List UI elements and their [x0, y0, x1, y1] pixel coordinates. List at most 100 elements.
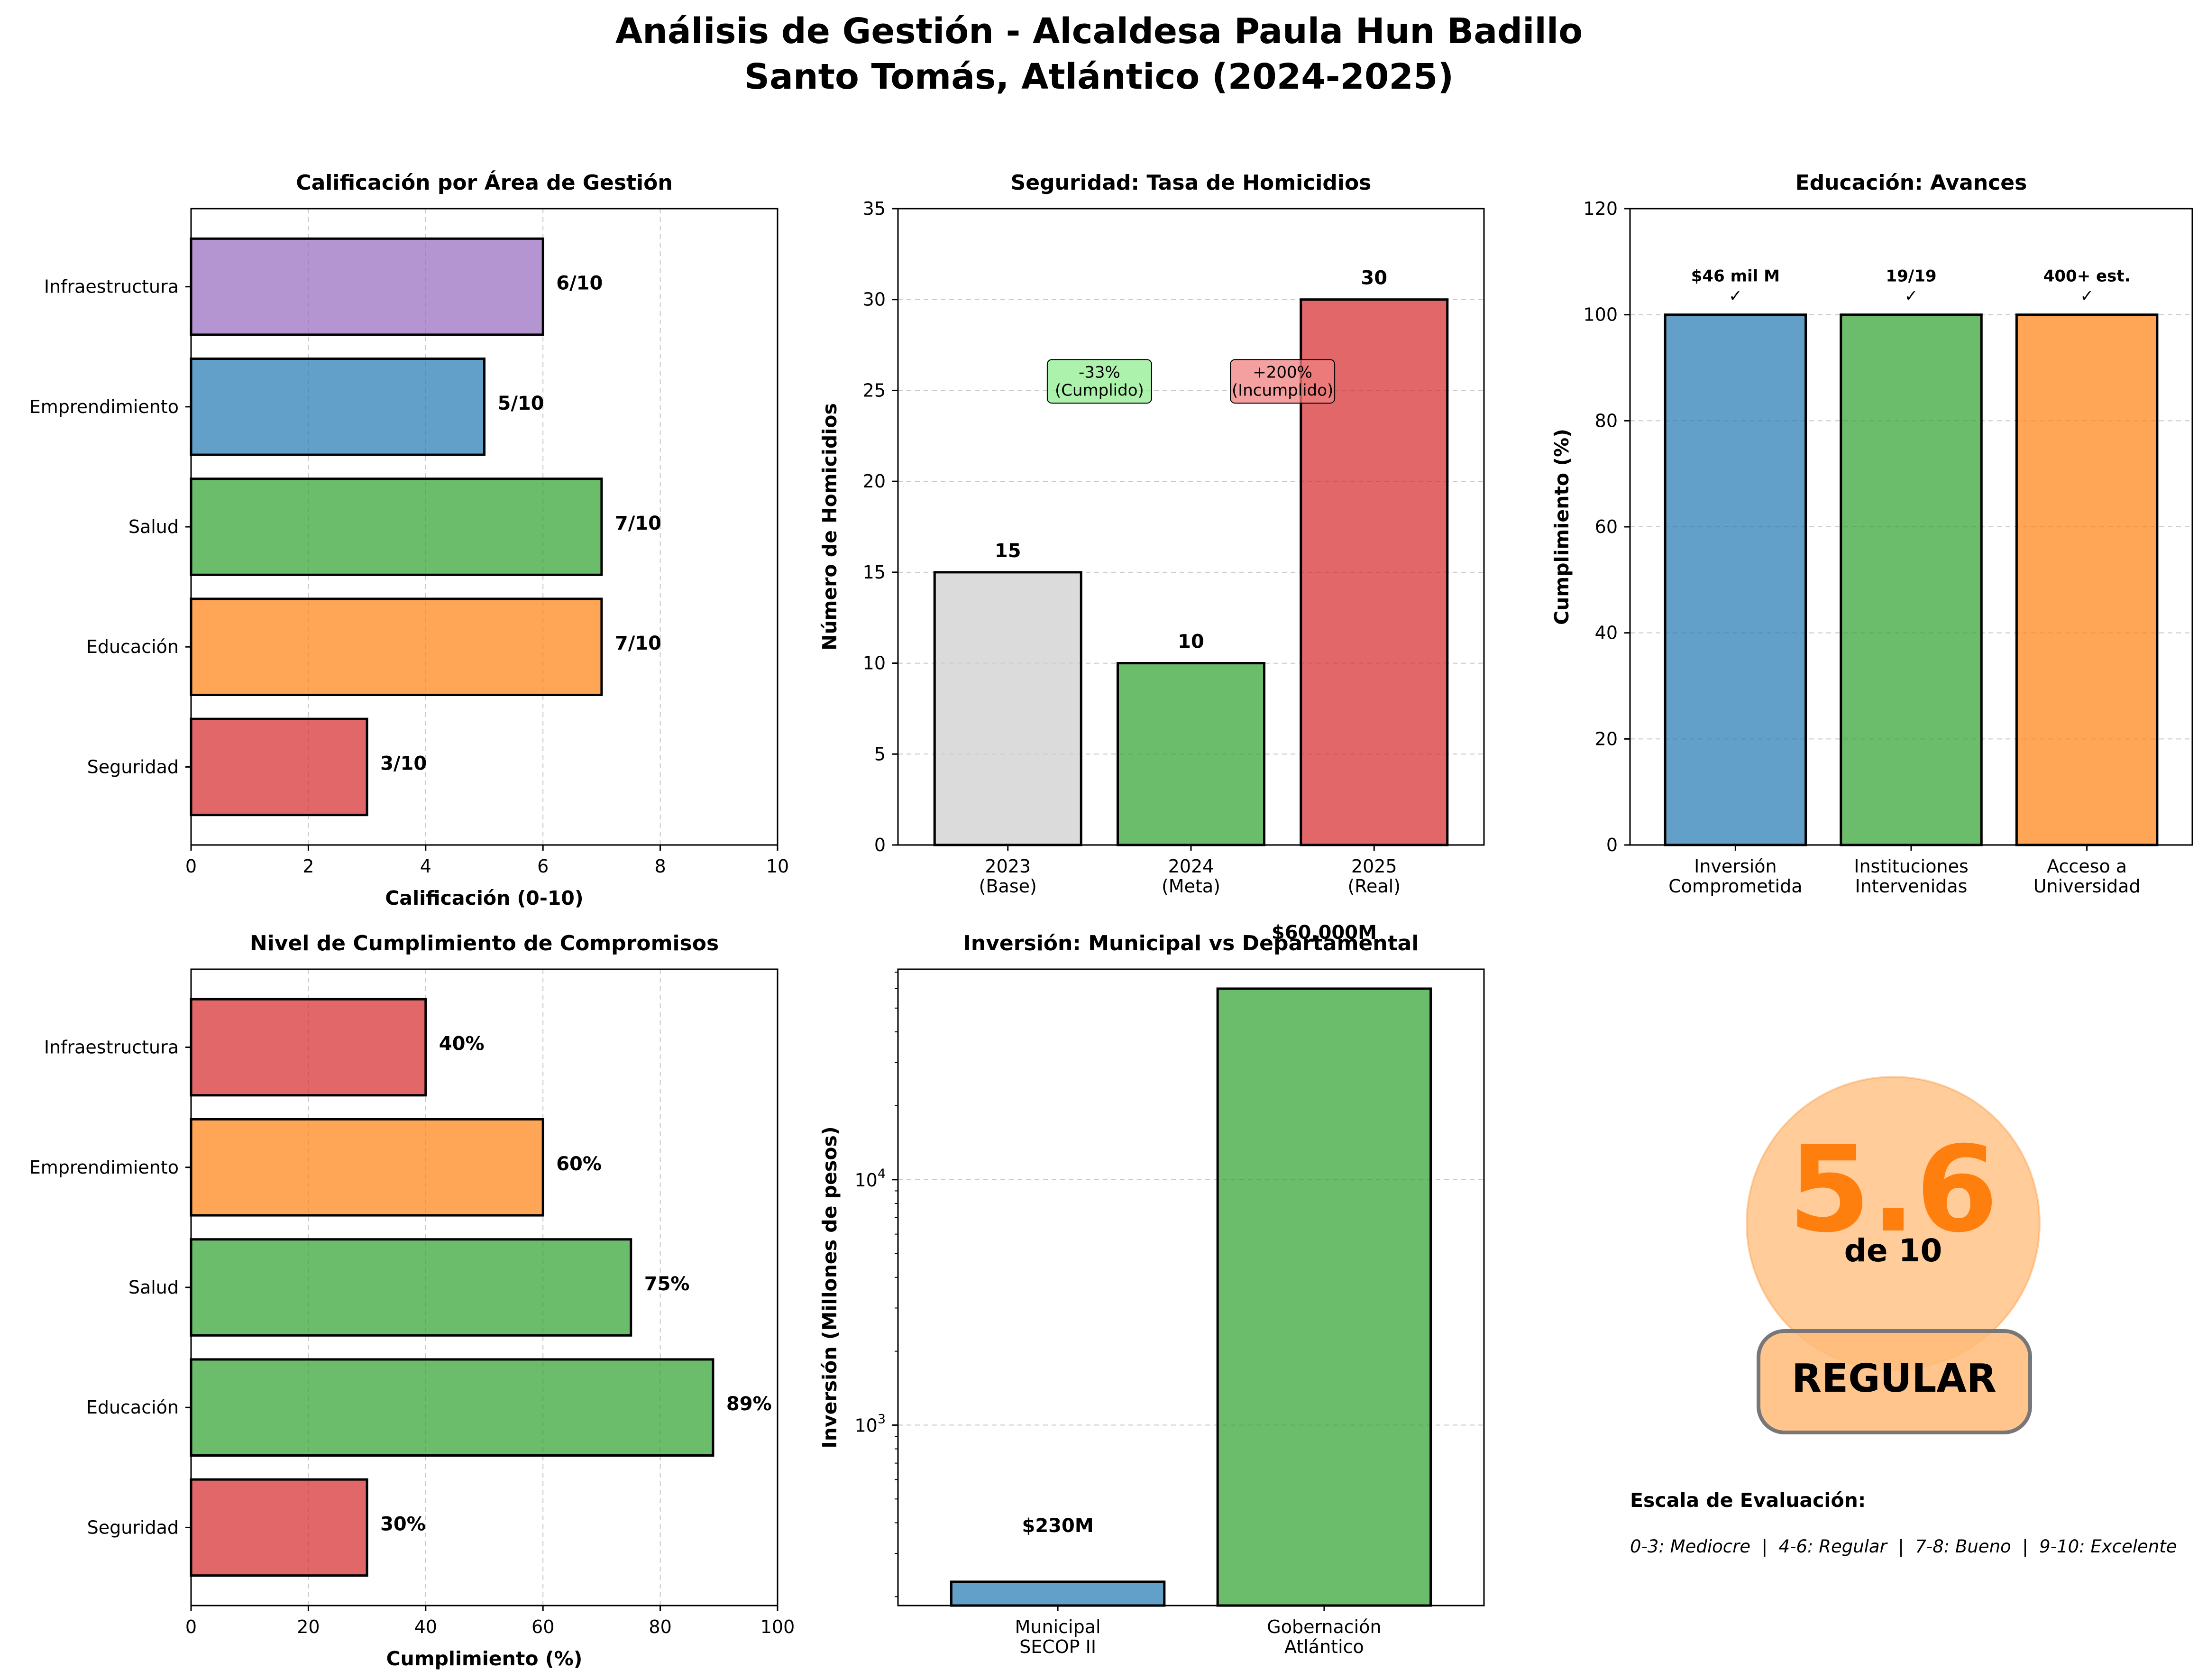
x-tick-label: Gobernación Atlántico	[1267, 1616, 1381, 1657]
figure-title: Análisis de Gestión - Alcaldesa Paula Hu…	[0, 9, 2198, 100]
bar-seguridad	[190, 1478, 368, 1577]
bar-emprendimiento	[190, 1118, 544, 1217]
bar-gobernacion-atlantico	[1216, 987, 1432, 1607]
chart-title: Educación: Avances	[1795, 171, 2027, 195]
x-tick-label: 4	[420, 856, 431, 877]
x-tick-label: 80	[649, 1616, 671, 1637]
data-label: 5/10	[498, 393, 544, 414]
y-tick-label: Educación	[86, 1397, 179, 1418]
chart-title: Calificación por Área de Gestión	[296, 170, 672, 195]
x-tick-label: 40	[414, 1616, 437, 1637]
y-tick-label: 25	[863, 380, 886, 401]
annotation-box	[1230, 359, 1336, 404]
bar-educacion	[190, 1358, 714, 1457]
scale-text: 0-3: Mediocre | 4-6: Regular | 7-8: Buen…	[1630, 1536, 2177, 1557]
y-tick-label: 20	[863, 471, 886, 492]
chart-commitment-compliance: 0 20 40 60 80 100 Seguridad 30% Educación 89% Salu…	[29, 931, 795, 1670]
plot-frame	[897, 968, 1485, 1607]
x-tick-label: 6	[537, 856, 549, 877]
x-axis-label: Cumplimiento (%)	[386, 1647, 583, 1670]
chart-title: Inversión: Municipal vs Departamental	[963, 931, 1419, 955]
bar-2023-base	[933, 571, 1082, 846]
y-tick-label: Emprendimiento	[29, 1157, 179, 1178]
y-axis-label: Número de Homicidios	[818, 403, 841, 651]
y-tick-label: Infraestructura	[44, 276, 179, 297]
x-axis-label: Calificación (0-10)	[385, 887, 583, 909]
x-tick-label: 2023 (Base)	[979, 856, 1037, 897]
annotation-text: -33% (Cumplido)	[1055, 363, 1144, 400]
plot-frame	[190, 208, 778, 846]
data-label: $60,000M	[1272, 922, 1377, 944]
x-tick-label: Acceso a Universidad	[2033, 856, 2141, 897]
y-tick-label: 100	[1583, 304, 1618, 325]
y-tick-label: 10	[863, 653, 886, 674]
y-tick-label: Infraestructura	[44, 1037, 179, 1058]
data-label: 19/19 ✓	[1886, 267, 1936, 306]
x-tick-label: 10	[766, 856, 789, 877]
chart-title: Seguridad: Tasa de Homicidios	[1011, 171, 1372, 195]
data-label: $46 mil M ✓	[1691, 267, 1780, 306]
y-tick-label: 103	[854, 1412, 886, 1436]
bar-salud	[190, 477, 603, 576]
data-label: 7/10	[615, 513, 661, 534]
plot-frame	[190, 968, 778, 1607]
data-label: 10	[1178, 631, 1204, 653]
figure-title-line-1: Análisis de Gestión - Alcaldesa Paula Hu…	[615, 11, 1583, 52]
annotation-box	[1046, 359, 1152, 404]
data-label: 6/10	[556, 273, 603, 294]
overall-score-panel: 5.6 de 10 REGULAR Escala de Evaluación: …	[1630, 1076, 2177, 1557]
data-label: 60%	[556, 1153, 602, 1175]
chart-homicide-rate: 0 5 10 15 20 25 30 35 2023 (Base) 15 2024 (Meta) 10 20…	[818, 171, 1485, 897]
data-label: 30	[1361, 267, 1387, 289]
chart-investment-comparison: 103 104 Municipal SECOP II $230M Gobernación A…	[818, 922, 1485, 1657]
data-label: $230M	[1022, 1515, 1094, 1537]
x-tick-label: 2025 (Real)	[1347, 856, 1401, 897]
y-axis-label: Inversión (Millones de pesos)	[818, 1126, 841, 1448]
annotation-text: +200% (Incumplido)	[1232, 363, 1333, 400]
score-value: 5.6	[1788, 1120, 1998, 1258]
bar-salud	[190, 1238, 632, 1337]
y-tick-label: 30	[863, 289, 886, 310]
x-tick-label: Inversión Comprometida	[1668, 856, 1802, 897]
data-label: 75%	[644, 1273, 690, 1295]
x-tick-label: 8	[655, 856, 666, 877]
score-out-of: de 10	[1844, 1232, 1942, 1269]
y-tick-label: 60	[1595, 516, 1618, 537]
data-label: 400+ est. ✓	[2043, 267, 2131, 306]
bar-seguridad	[190, 717, 368, 817]
y-tick-label: 35	[863, 198, 886, 219]
data-label: 7/10	[615, 633, 661, 654]
y-tick-label: Seguridad	[87, 756, 179, 777]
y-axis-label: Cumplimiento (%)	[1550, 429, 1573, 625]
bar-educacion	[190, 597, 603, 696]
y-tick-label: 5	[874, 744, 886, 764]
y-tick-label: Salud	[128, 1277, 179, 1298]
y-tick-label: Seguridad	[87, 1517, 179, 1538]
x-tick-label: 0	[185, 1616, 197, 1637]
x-tick-label: Instituciones Intervenidas	[1854, 856, 1969, 897]
data-label: 15	[995, 540, 1021, 562]
bar-inversion-comprometida	[1664, 313, 1807, 846]
y-tick-label: 0	[874, 835, 886, 855]
y-tick-label: Salud	[128, 516, 179, 537]
y-tick-label: 15	[863, 562, 886, 583]
bar-instituciones-intervenidas	[1840, 313, 1983, 846]
data-label: 89%	[726, 1393, 772, 1415]
x-tick-label: 20	[297, 1616, 320, 1637]
chart-education-progress: 0 20 40 60 80 100 120 Inversión Comprometida $46 …	[1550, 171, 2193, 897]
figure-title-line-2: Santo Tomás, Atlántico (2024-2025)	[744, 56, 1454, 97]
bar-2024-meta	[1117, 662, 1265, 846]
bar-infraestructura	[190, 237, 544, 336]
data-label: 30%	[380, 1513, 426, 1535]
chart-title: Nivel de Cumplimiento de Compromisos	[250, 931, 719, 955]
y-tick-label: 120	[1583, 198, 1618, 219]
data-label: 40%	[439, 1033, 485, 1055]
rating-label: REGULAR	[1792, 1356, 1997, 1401]
y-tick-label: 20	[1595, 728, 1618, 749]
scale-title: Escala de Evaluación:	[1630, 1489, 1866, 1512]
plot-frame	[1629, 208, 2193, 846]
bar-municipal-secop-ii	[950, 1580, 1166, 1607]
rating-badge	[1757, 1329, 2032, 1434]
chart-rating-by-area: 0 2 4 6 8 10 Seguridad 3/10 Educación 7/10 Salud 7/…	[29, 170, 789, 909]
